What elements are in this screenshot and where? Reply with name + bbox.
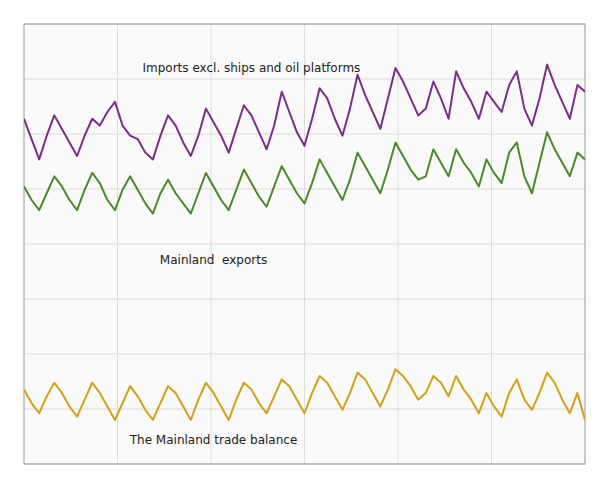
- plot-area: [24, 24, 585, 464]
- plot-frame: [24, 24, 585, 464]
- grid: [24, 24, 585, 464]
- annotations: Imports excl. ships and oil platforms Mai…: [129, 61, 361, 447]
- chart: Imports excl. ships and oil platforms Mai…: [0, 0, 609, 488]
- grid-line: [211, 24, 212, 464]
- series-line: [24, 369, 585, 420]
- series-line: [24, 65, 585, 160]
- grid-line: [304, 24, 305, 464]
- annotation: Imports excl. ships and oil platforms: [143, 61, 361, 75]
- grid-line: [117, 24, 118, 464]
- grid-line: [398, 24, 399, 464]
- lines: [24, 65, 585, 420]
- grid-line: [491, 24, 492, 464]
- annotation: The Mainland trade balance: [129, 433, 298, 447]
- annotation: Mainland exports: [160, 253, 267, 267]
- series-line: [24, 132, 585, 213]
